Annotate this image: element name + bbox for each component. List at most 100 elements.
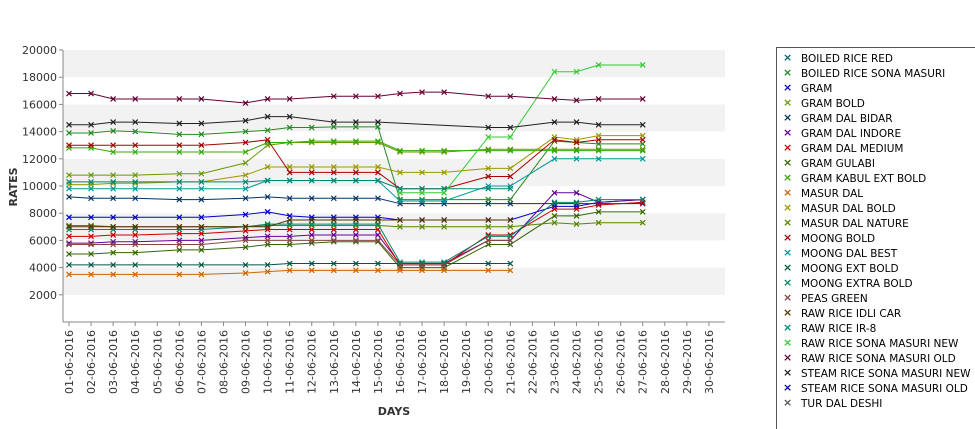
x-tick-label: 09-06-2016 xyxy=(240,330,253,394)
data-point xyxy=(330,123,337,130)
legend-item: × GRAM KABUL EXT BOLD xyxy=(777,172,975,188)
data-point xyxy=(507,237,514,244)
data-point xyxy=(286,169,293,176)
legend-item: × GRAM GULABI xyxy=(777,157,975,173)
data-point xyxy=(551,219,558,226)
x-tick-label: 08-06-2016 xyxy=(217,330,230,394)
data-point xyxy=(132,271,139,278)
data-point xyxy=(573,221,580,228)
series-line xyxy=(69,139,643,190)
data-point xyxy=(242,244,249,251)
data-point xyxy=(264,127,271,134)
data-point xyxy=(352,217,359,223)
data-point xyxy=(176,170,183,177)
data-point xyxy=(507,217,514,223)
data-point xyxy=(375,119,381,126)
data-point xyxy=(330,138,337,145)
data-point xyxy=(88,90,94,97)
data-point xyxy=(441,217,448,223)
x-tick-label: 18-06-2016 xyxy=(438,330,451,394)
data-point xyxy=(375,138,381,145)
series-gram-gulabi xyxy=(66,208,646,271)
legend-marker-icon: × xyxy=(783,231,793,244)
data-point xyxy=(66,90,72,97)
x-tick-label: 21-06-2016 xyxy=(504,330,517,394)
legend-marker-icon: × xyxy=(783,336,793,349)
data-point xyxy=(639,208,646,215)
x-tick-label: 02-06-2016 xyxy=(85,330,98,394)
data-point xyxy=(132,214,139,221)
data-point xyxy=(110,195,117,202)
data-point xyxy=(286,177,293,184)
series-line xyxy=(69,135,643,186)
data-point xyxy=(330,195,337,202)
data-point xyxy=(176,214,183,221)
x-tick-label: 07-06-2016 xyxy=(195,330,208,394)
legend-marker-icon: × xyxy=(783,366,793,379)
data-point xyxy=(242,178,249,185)
data-point xyxy=(375,217,381,223)
data-point xyxy=(176,96,183,102)
data-point xyxy=(286,217,293,223)
data-point xyxy=(242,100,249,106)
x-tick-label: 17-06-2016 xyxy=(416,330,429,394)
data-point xyxy=(595,147,602,154)
legend-label: GRAM DAL MEDIUM xyxy=(801,143,904,155)
data-point xyxy=(176,142,183,149)
data-point xyxy=(88,121,94,128)
series-line xyxy=(69,199,643,221)
x-tick-label: 14-06-2016 xyxy=(350,330,363,394)
legend-item: × RAW RICE SONA MASURI NEW xyxy=(777,336,975,353)
data-point xyxy=(286,139,293,146)
data-point xyxy=(419,169,425,176)
data-point xyxy=(264,208,271,215)
data-point xyxy=(397,261,403,268)
legend-marker-icon: × xyxy=(783,381,793,394)
x-tick-label: 29-06-2016 xyxy=(681,330,694,394)
data-point xyxy=(286,267,293,274)
data-point xyxy=(88,172,94,179)
legend-item: × MASUR DAL BOLD xyxy=(777,201,975,218)
data-point xyxy=(485,134,492,140)
data-point xyxy=(375,232,381,238)
legend-label: GRAM DAL INDORE xyxy=(801,128,902,140)
data-point xyxy=(375,123,381,130)
legend-label: MOONG DAL BEST xyxy=(801,248,898,260)
data-point xyxy=(352,177,359,184)
legend-marker-icon: × xyxy=(783,201,793,214)
data-point xyxy=(110,172,117,179)
data-point xyxy=(66,241,72,248)
data-point xyxy=(441,147,448,154)
series-lines xyxy=(66,62,646,278)
data-point xyxy=(88,223,94,230)
legend-label: RAW RICE IDLI CAR xyxy=(801,308,902,320)
data-point xyxy=(132,119,139,126)
data-point xyxy=(242,139,249,146)
series-line xyxy=(69,116,643,129)
series-masur-dal xyxy=(66,267,514,278)
data-point xyxy=(66,223,72,230)
data-point xyxy=(352,93,359,100)
data-point xyxy=(375,164,381,170)
data-point xyxy=(132,261,139,268)
data-point xyxy=(485,217,492,223)
series-raw-rice-sona-masuri-old xyxy=(66,89,646,106)
data-point xyxy=(110,223,117,230)
data-point xyxy=(573,119,580,126)
data-point xyxy=(66,193,72,200)
data-point xyxy=(176,178,183,185)
data-point xyxy=(352,195,359,202)
data-point xyxy=(352,169,359,176)
y-axis-label: RATES xyxy=(7,167,20,206)
series-line xyxy=(69,219,511,228)
x-tick-label: 16-06-2016 xyxy=(394,330,407,394)
data-point xyxy=(375,260,381,267)
legend-label: RAW RICE IR-8 xyxy=(801,323,877,335)
data-point xyxy=(308,267,315,274)
data-point xyxy=(66,271,72,278)
data-point xyxy=(507,134,514,140)
x-tick-label: 05-06-2016 xyxy=(151,330,164,394)
data-point xyxy=(507,147,514,154)
data-point xyxy=(66,261,72,268)
legend-item: × GRAM DAL MEDIUM xyxy=(777,142,975,158)
